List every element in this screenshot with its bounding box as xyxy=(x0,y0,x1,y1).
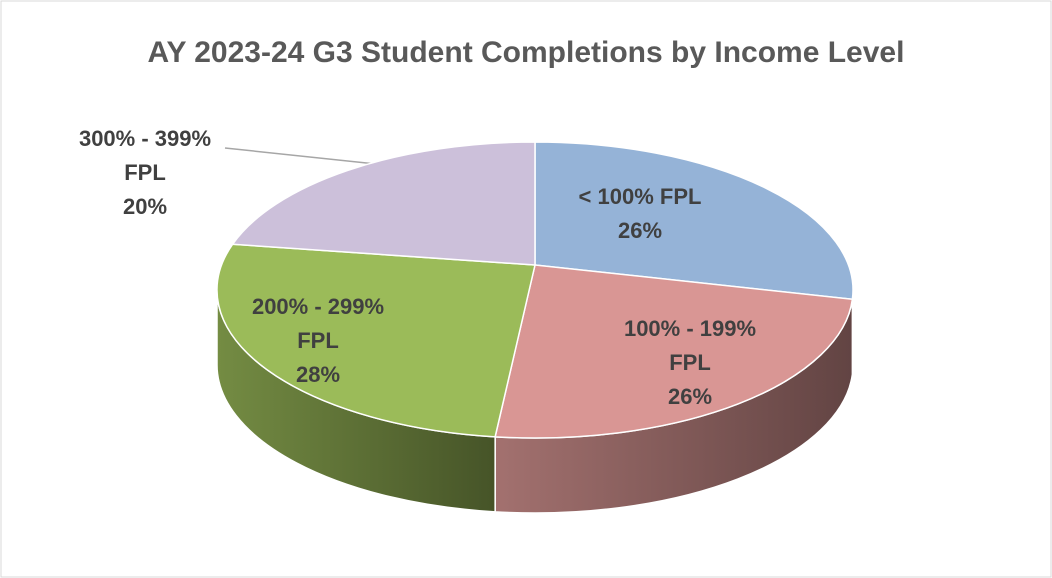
chart-title: AY 2023-24 G3 Student Completions by Inc… xyxy=(147,36,905,69)
slice xyxy=(494,264,854,439)
value-label: 20% xyxy=(122,194,168,219)
data-label: 200% - 299% FPL 28% xyxy=(233,290,403,392)
data-label: 300% - 399% FPL 20% xyxy=(60,122,230,224)
data-label: < 100% FPL 26% xyxy=(540,180,740,248)
category-label: 300% - 399% FPL xyxy=(78,126,212,185)
category-label: < 100% FPL xyxy=(578,184,702,209)
slice xyxy=(534,141,854,301)
category-label: 100% - 199% FPL xyxy=(623,316,757,375)
value-label: 26% xyxy=(617,218,663,243)
leader-line xyxy=(224,147,377,165)
category-label: 200% - 299% FPL xyxy=(251,294,385,353)
slice xyxy=(216,243,536,438)
slice xyxy=(231,141,536,266)
data-label: 100% - 199% FPL 26% xyxy=(605,312,775,414)
value-label: 26% xyxy=(667,384,713,409)
value-label: 28% xyxy=(295,362,341,387)
